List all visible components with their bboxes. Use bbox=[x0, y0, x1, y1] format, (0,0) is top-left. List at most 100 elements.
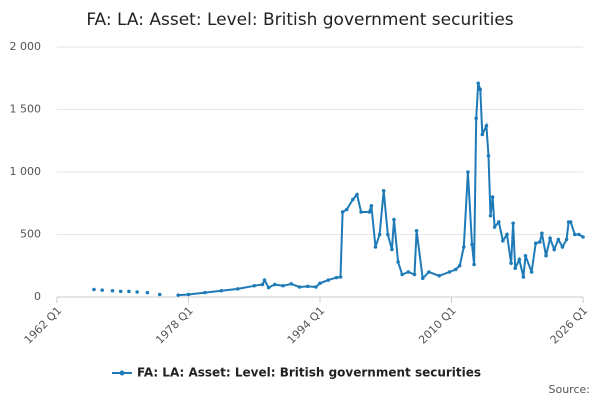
point bbox=[488, 213, 493, 218]
point bbox=[466, 170, 470, 174]
point bbox=[334, 275, 339, 280]
point bbox=[505, 232, 509, 237]
point bbox=[420, 276, 425, 281]
x-tick-label: 1994 Q1 bbox=[285, 304, 328, 347]
point bbox=[381, 188, 386, 193]
point bbox=[509, 261, 513, 266]
y-tick-label: 500 bbox=[20, 228, 41, 241]
y-tick-label: 1 500 bbox=[10, 103, 42, 116]
point bbox=[326, 278, 331, 282]
point bbox=[203, 290, 207, 295]
y-tick-label: 0 bbox=[34, 290, 41, 303]
point bbox=[492, 225, 497, 229]
point bbox=[262, 278, 267, 282]
point bbox=[289, 282, 294, 286]
point bbox=[474, 116, 478, 121]
point bbox=[281, 283, 285, 288]
source: Source: bbox=[549, 383, 591, 396]
point bbox=[523, 253, 528, 258]
point bbox=[127, 289, 131, 294]
point bbox=[176, 293, 181, 297]
point bbox=[472, 262, 476, 267]
point bbox=[400, 272, 404, 277]
point bbox=[344, 207, 349, 212]
point bbox=[373, 245, 378, 249]
point bbox=[581, 235, 585, 239]
point bbox=[496, 220, 501, 224]
point bbox=[386, 232, 390, 237]
point bbox=[219, 288, 224, 293]
point bbox=[314, 285, 318, 289]
point bbox=[572, 232, 577, 237]
point bbox=[552, 247, 557, 252]
point bbox=[369, 203, 374, 208]
point bbox=[406, 270, 411, 274]
point bbox=[560, 245, 565, 249]
legend-label: FA: LA: Asset: Level: British government… bbox=[137, 366, 481, 380]
point bbox=[118, 289, 123, 294]
point bbox=[145, 290, 150, 295]
point bbox=[568, 220, 573, 224]
y-tick-label: 1 000 bbox=[10, 165, 42, 178]
point bbox=[338, 275, 343, 279]
point bbox=[260, 282, 265, 287]
point bbox=[529, 270, 534, 274]
point bbox=[517, 257, 522, 262]
point bbox=[252, 283, 257, 288]
x-tick-label: 2010 Q1 bbox=[416, 304, 459, 347]
point bbox=[100, 288, 105, 292]
point bbox=[501, 238, 505, 243]
y-tick-label: 2 000 bbox=[10, 40, 42, 53]
point bbox=[266, 285, 271, 290]
point bbox=[484, 123, 489, 128]
point bbox=[462, 245, 466, 249]
point bbox=[396, 260, 400, 264]
point bbox=[92, 287, 96, 292]
point bbox=[548, 236, 552, 241]
x-tick-label: 1962 Q1 bbox=[22, 304, 65, 347]
x-tick-label: 1978 Q1 bbox=[153, 304, 196, 347]
point bbox=[533, 241, 538, 246]
point bbox=[470, 242, 474, 247]
point bbox=[236, 287, 240, 291]
point bbox=[367, 210, 372, 214]
point bbox=[135, 290, 139, 294]
point bbox=[272, 282, 277, 287]
point bbox=[355, 192, 359, 197]
point bbox=[412, 272, 417, 277]
point bbox=[377, 232, 382, 237]
point bbox=[297, 285, 302, 289]
point bbox=[447, 270, 452, 274]
point bbox=[577, 232, 581, 237]
point bbox=[157, 292, 162, 297]
point bbox=[490, 195, 495, 199]
series-line bbox=[178, 82, 584, 297]
point bbox=[521, 275, 526, 279]
point bbox=[453, 267, 458, 272]
point bbox=[511, 221, 515, 226]
point bbox=[359, 210, 363, 214]
x-tick-label: 2026 Q1 bbox=[548, 304, 591, 347]
point bbox=[513, 266, 517, 271]
point bbox=[564, 237, 569, 242]
point bbox=[318, 281, 322, 286]
point bbox=[305, 284, 310, 289]
point bbox=[476, 81, 481, 86]
point bbox=[540, 231, 544, 236]
point bbox=[457, 263, 462, 268]
point bbox=[351, 197, 355, 202]
chart-title: FA: LA: Asset: Level: British government… bbox=[86, 10, 513, 30]
point bbox=[556, 237, 561, 242]
point bbox=[110, 288, 115, 293]
point bbox=[414, 228, 419, 233]
point bbox=[427, 270, 431, 274]
point bbox=[186, 292, 191, 297]
point bbox=[486, 153, 491, 158]
point bbox=[340, 210, 345, 214]
point bbox=[390, 247, 394, 252]
point bbox=[478, 87, 483, 92]
point bbox=[392, 217, 396, 222]
legend-marker bbox=[119, 370, 125, 376]
point bbox=[480, 132, 485, 137]
